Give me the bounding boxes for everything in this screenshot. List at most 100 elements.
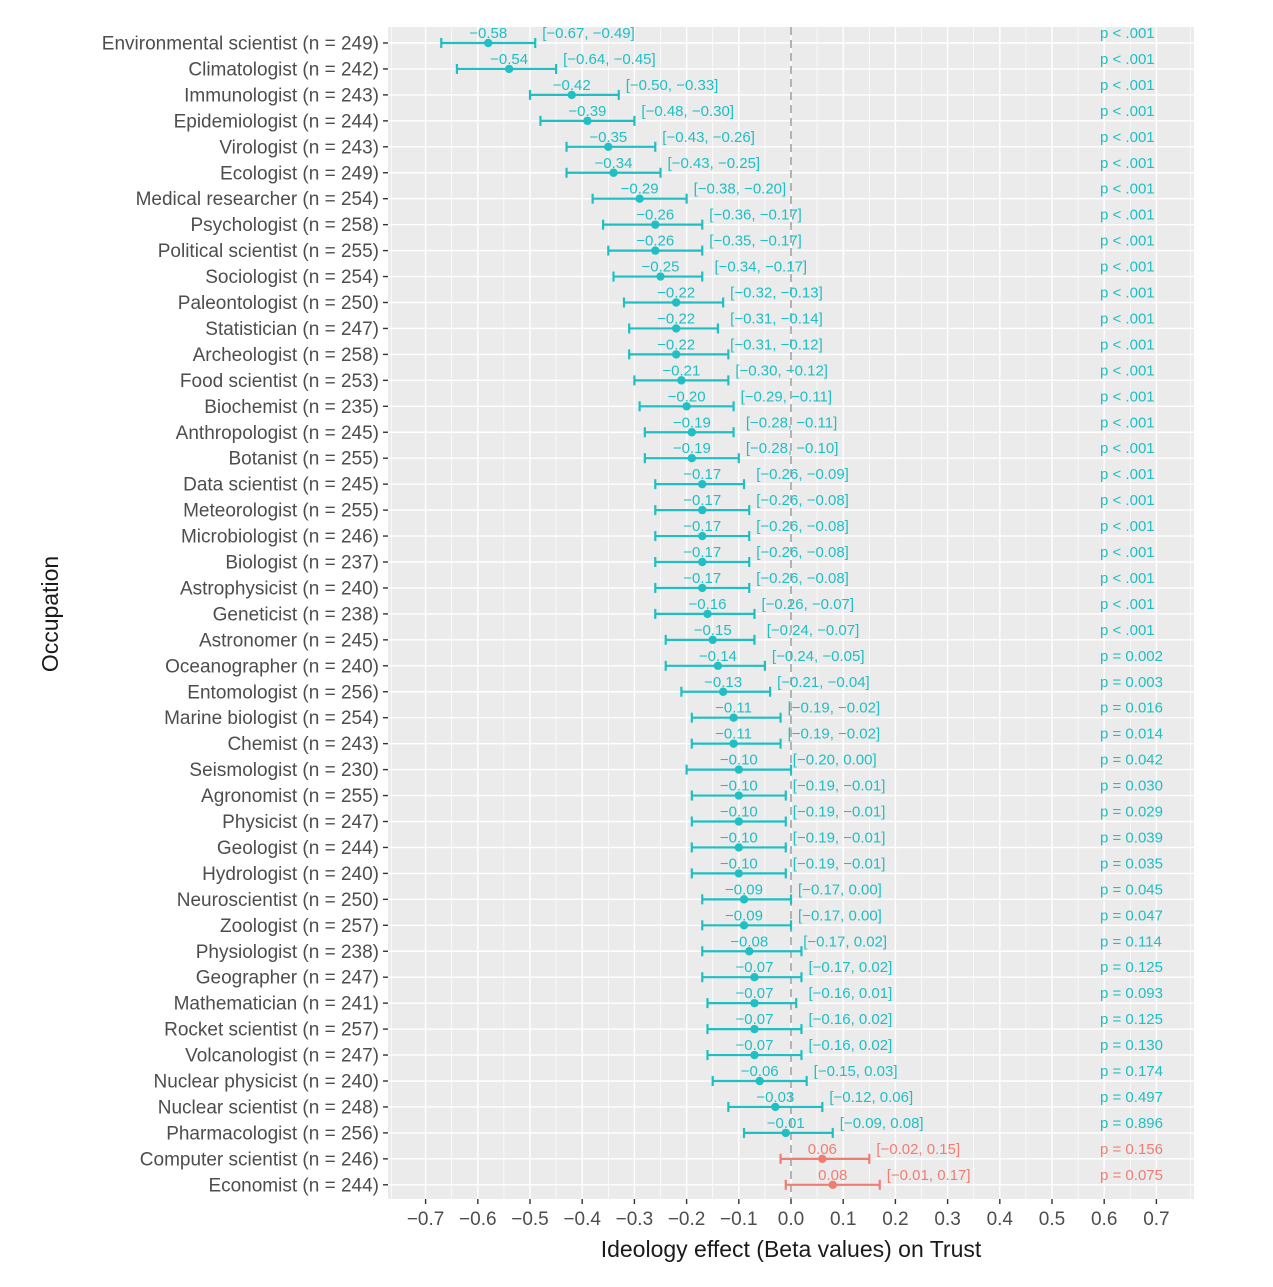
y-tick-label: Rocket scientist (n = 257) (164, 1020, 379, 1041)
y-tick-label: Volcanologist (n = 247) (185, 1046, 379, 1067)
x-tick-label: −0.1 (720, 1209, 758, 1230)
confidence-interval-label: [−0.17, 0.02] (803, 933, 887, 950)
point-estimate (750, 1024, 759, 1034)
p-value-label: p < .001 (1100, 181, 1155, 198)
confidence-interval-label: [−0.26, −0.08] (756, 544, 849, 561)
point-estimate (687, 428, 697, 437)
y-tick-label: Seismologist (n = 230) (189, 760, 379, 781)
point-estimate (698, 531, 707, 541)
beta-value-label: −0.07 (735, 1037, 773, 1054)
beta-value-label: −0.16 (688, 596, 726, 613)
confidence-interval-label: [−0.26, −0.08] (756, 518, 849, 535)
confidence-interval-label: [−0.24, −0.05] (772, 648, 865, 665)
y-tick-label: Statistician (n = 247) (205, 319, 379, 340)
p-value-label: p < .001 (1100, 285, 1155, 302)
p-value-label: p = 0.003 (1100, 674, 1163, 691)
beta-value-label: −0.09 (725, 881, 763, 898)
beta-value-label: −0.29 (621, 181, 659, 198)
p-value-label: p = 0.047 (1100, 907, 1163, 924)
y-tick-label: Nuclear scientist (n = 248) (158, 1097, 379, 1118)
point-estimate (755, 1076, 764, 1086)
y-tick-label: Anthropologist (n = 245) (176, 423, 379, 444)
point-estimate (828, 1180, 837, 1190)
y-tick-label: Geologist (n = 244) (217, 838, 379, 859)
p-value-label: p = 0.042 (1100, 752, 1163, 769)
data-marks (440, 38, 881, 1190)
y-tick-label: Oceanographer (n = 240) (165, 656, 379, 677)
confidence-interval-label: [−0.32, −0.13] (730, 285, 823, 302)
confidence-interval-label: [−0.17, 0.00] (798, 907, 882, 924)
y-tick-label: Economist (n = 244) (208, 1175, 379, 1196)
confidence-interval-label: [−0.64, −0.45] (563, 51, 656, 68)
point-estimate (484, 38, 493, 48)
p-value-label: p = 0.075 (1100, 1167, 1163, 1184)
p-value-label: p = 0.497 (1100, 1089, 1163, 1106)
x-tick-label: 0.6 (1091, 1209, 1117, 1230)
beta-value-label: −0.01 (767, 1115, 805, 1132)
p-value-label: p < .001 (1100, 259, 1155, 276)
beta-value-label: −0.19 (673, 414, 711, 431)
x-tick-label: 0.5 (1039, 1209, 1065, 1230)
beta-value-label: −0.06 (741, 1063, 779, 1080)
confidence-interval-label: [−0.20, 0.00] (793, 752, 877, 769)
beta-value-label: −0.22 (657, 336, 695, 353)
confidence-interval-label: [−0.09, 0.08] (840, 1115, 924, 1132)
beta-value-label: −0.17 (683, 492, 721, 509)
p-value-label: p < .001 (1100, 622, 1155, 639)
point-estimate (750, 973, 759, 982)
axes: Environmental scientist (n = 249) Climato… (102, 34, 1170, 1231)
point-estimate (713, 661, 723, 670)
p-value-label: p < .001 (1100, 103, 1155, 120)
beta-value-label: −0.25 (642, 259, 680, 276)
confidence-interval-label: [−0.29, −0.11] (741, 388, 832, 405)
y-tick-label: Botanist (n = 255) (228, 449, 379, 470)
p-value-label: p < .001 (1100, 25, 1155, 42)
p-value-label: p = 0.156 (1100, 1141, 1163, 1158)
confidence-interval-label: [−0.26, −0.09] (756, 466, 849, 483)
confidence-interval-label: [−0.12, 0.06] (829, 1089, 913, 1106)
p-value-label: p < .001 (1100, 596, 1155, 613)
beta-value-label: −0.34 (595, 155, 633, 172)
confidence-interval-label: [−0.28, −0.11] (746, 414, 837, 431)
point-estimate (708, 635, 717, 645)
y-tick-label: Astrophysicist (n = 240) (180, 578, 379, 599)
beta-value-label: −0.17 (683, 544, 721, 561)
y-tick-label: Neuroscientist (n = 250) (177, 890, 379, 911)
point-estimate (698, 583, 707, 593)
x-axis-title: Ideology effect (Beta values) on Trust (601, 1236, 982, 1262)
point-estimate (734, 817, 743, 826)
point-estimate (671, 350, 681, 359)
confidence-interval-label: [−0.35, −0.17] (709, 233, 802, 250)
beta-value-label: 0.08 (818, 1167, 847, 1184)
beta-value-label: 0.06 (808, 1141, 837, 1158)
p-value-label: p < .001 (1100, 336, 1155, 353)
beta-value-label: −0.03 (756, 1089, 794, 1106)
y-tick-label: Sociologist (n = 254) (205, 267, 379, 288)
point-estimate (698, 557, 707, 567)
p-value-label: p = 0.035 (1100, 855, 1163, 872)
point-estimate (771, 1102, 780, 1112)
point-estimate (718, 687, 728, 696)
y-tick-label: Virologist (n = 243) (219, 137, 379, 158)
confidence-interval-label: [−0.24, −0.07] (767, 622, 860, 639)
point-estimate (734, 843, 743, 852)
beta-value-label: −0.22 (657, 310, 695, 327)
x-tick-label: 0.1 (830, 1209, 856, 1230)
y-tick-label: Physicist (n = 247) (222, 812, 379, 833)
p-value-label: p < .001 (1100, 51, 1155, 68)
point-estimate (818, 1154, 827, 1164)
point-estimate (781, 1128, 790, 1138)
x-tick-label: 0.4 (987, 1209, 1014, 1230)
beta-value-label: −0.10 (720, 752, 758, 769)
y-tick-label: Microbiologist (n = 246) (181, 527, 379, 548)
y-tick-label: Ecologist (n = 249) (220, 163, 379, 184)
beta-value-label: −0.07 (735, 985, 773, 1002)
point-estimate (739, 921, 749, 930)
point-estimate (651, 220, 660, 229)
confidence-interval-label: [−0.26, −0.08] (756, 570, 849, 587)
p-value-label: p < .001 (1100, 570, 1155, 587)
p-value-label: p < .001 (1100, 440, 1155, 457)
p-value-label: p = 0.039 (1100, 829, 1163, 846)
point-estimate (687, 454, 697, 463)
